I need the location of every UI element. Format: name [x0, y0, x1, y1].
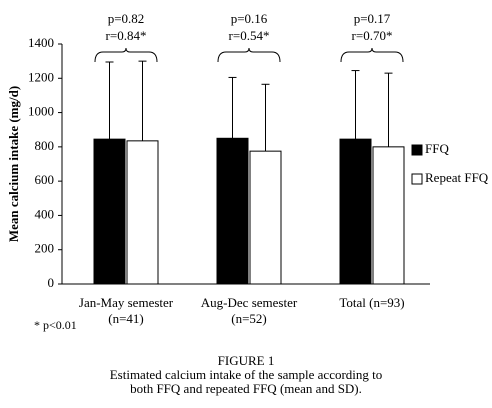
y-tick-label: 400	[35, 206, 55, 221]
annotation: r=0.84*	[106, 28, 147, 43]
brace	[340, 47, 404, 63]
bar	[126, 140, 159, 285]
y-tick-label: 1400	[28, 35, 54, 50]
y-tick-label: 800	[35, 138, 55, 153]
x-tick-label: Jan-May semester	[79, 295, 174, 310]
brace	[94, 47, 158, 63]
annotation: p=0.16	[231, 11, 268, 26]
bar	[372, 146, 405, 285]
legend-swatch	[411, 144, 423, 156]
y-tick-label: 600	[35, 172, 55, 187]
y-tick-label: 0	[48, 275, 55, 290]
caption: Estimated calcium intake of the sample a…	[110, 367, 383, 382]
y-tick-label: 1000	[28, 104, 54, 119]
legend-label: Repeat FFQ	[425, 170, 489, 185]
bar	[93, 138, 126, 285]
brace	[217, 47, 281, 63]
legend-label: FFQ	[425, 141, 449, 156]
annotation: p=0.17	[354, 11, 391, 26]
y-axis-label: Mean calcium intake (mg/d)	[6, 86, 21, 242]
annotation: p=0.82	[108, 11, 145, 26]
x-tick-label: (n=52)	[231, 311, 267, 326]
y-tick-label: 200	[35, 241, 55, 256]
bar	[249, 150, 282, 285]
caption: FIGURE 1	[218, 353, 275, 368]
y-tick-label: 1200	[28, 69, 54, 84]
x-tick-label: Aug-Dec semester	[201, 295, 298, 310]
bar	[216, 137, 249, 285]
footnote: * p<0.01	[34, 318, 77, 332]
x-tick-label: (n=41)	[108, 311, 144, 326]
x-tick-label: Total (n=93)	[339, 295, 404, 310]
legend-swatch	[411, 173, 423, 185]
caption: both FFQ and repeated FFQ (mean and SD).	[130, 381, 362, 396]
bar	[339, 138, 372, 285]
annotation: r=0.54*	[229, 28, 270, 43]
annotation: r=0.70*	[352, 28, 393, 43]
